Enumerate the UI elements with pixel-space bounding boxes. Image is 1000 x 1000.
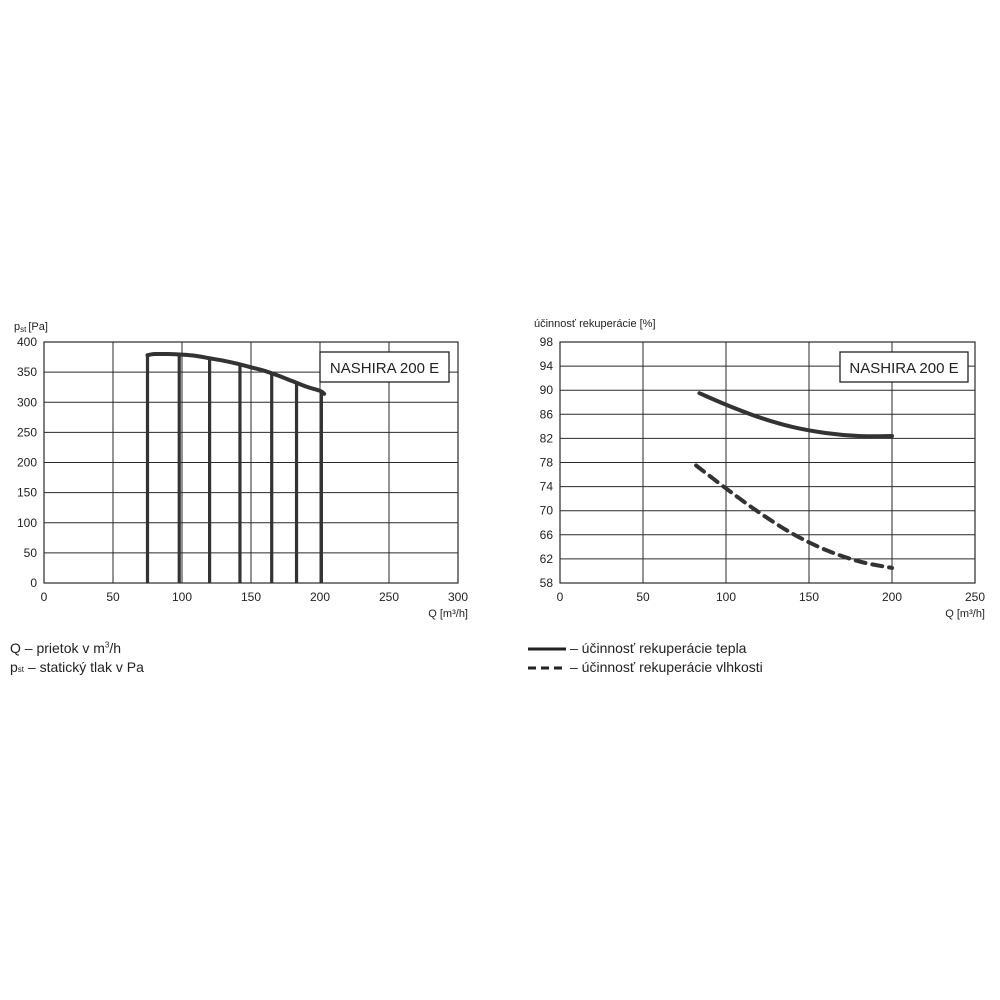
pressure-tick-labels: 0 50 100 150 200 250 300 0 50 100 150 200 250 300 350 4…: [17, 335, 468, 604]
efficiency-y-tick-label: 86: [540, 407, 554, 421]
legend-pressure-text: – statický tlak v Pa: [24, 659, 144, 675]
legend-left: Q – prietok v m3/h pst – statický tlak v…: [10, 639, 144, 679]
pressure-y-tick-label: 0: [30, 576, 37, 590]
efficiency-tick-labels: 0 50 100 150 200 250 58 62 66 70 74 78 82 86 90 94 98: [540, 335, 986, 604]
efficiency-badge-text: NASHIRA 200 E: [849, 360, 958, 377]
pressure-x-tick-label: 250: [379, 590, 399, 604]
pressure-y-tick-label: 300: [17, 395, 37, 409]
efficiency-y-tick-label: 70: [540, 504, 554, 518]
efficiency-x-tick-label: 150: [799, 590, 819, 604]
legend-humidity-recovery: – účinnosť rekuperácie vlhkosti: [570, 659, 763, 675]
pressure-marks: [145, 351, 327, 583]
efficiency-y-tick-label: 58: [540, 576, 554, 590]
pressure-x-axis-label: Q [m³/h]: [428, 608, 468, 620]
efficiency-y-tick-label: 78: [540, 456, 554, 470]
pressure-badge-text: NASHIRA 200 E: [330, 360, 439, 377]
pressure-x-tick-label: 150: [241, 590, 261, 604]
efficiency-y-axis-label: účinnosť rekuperácie [%]: [534, 318, 656, 330]
legend-pressure-definition: pst – statický tlak v Pa: [10, 658, 144, 679]
legend-pressure-symbol: p: [10, 659, 18, 675]
pressure-badge: NASHIRA 200 E: [319, 351, 450, 383]
efficiency-x-tick-label: 200: [882, 590, 902, 604]
efficiency-series-dashed-line: [694, 463, 894, 570]
pressure-x-tick-label: 50: [106, 590, 120, 604]
efficiency-badge-box: [839, 351, 969, 383]
efficiency-y-tick-label: 66: [540, 528, 554, 542]
pressure-x-tick-label: 200: [310, 590, 330, 604]
pressure-plot-frame: [43, 341, 459, 584]
efficiency-chart: 0 50 100 150 200 250 58 62 66 70 74 78 82 86 90 94 98 úč…: [534, 318, 985, 620]
pressure-y-tick-label: 50: [24, 546, 38, 560]
efficiency-x-tick-label: 50: [636, 590, 650, 604]
efficiency-x-axis-label: Q [m³/h]: [945, 608, 985, 620]
efficiency-grid: [559, 341, 976, 584]
pressure-y-tick-label: 350: [17, 365, 37, 379]
efficiency-x-tick-label: 0: [557, 590, 564, 604]
efficiency-plot-frame: [559, 341, 976, 584]
pressure-series-solid-line: [145, 351, 327, 396]
legend-flow-unit: /h: [109, 640, 122, 656]
legend-heat-recovery: – účinnosť rekuperácie tepla: [570, 640, 747, 656]
efficiency-x-tick-label: 100: [716, 590, 736, 604]
pressure-badge-box: [319, 351, 450, 383]
legend-flow-sup: 3: [104, 640, 110, 650]
efficiency-marks: [694, 391, 894, 570]
pressure-y-tick-label: 400: [17, 335, 37, 349]
pressure-x-tick-label: 100: [172, 590, 192, 604]
efficiency-y-tick-label: 94: [540, 359, 554, 373]
legend-flow-text: Q – prietok v m: [10, 640, 105, 656]
efficiency-y-tick-label: 74: [540, 480, 554, 494]
pressure-y-tick-label: 200: [17, 456, 37, 470]
pressure-x-tick-label: 0: [41, 590, 48, 604]
pressure-y-tick-label: 250: [17, 425, 37, 439]
efficiency-y-tick-label: 90: [540, 383, 554, 397]
efficiency-series-solid-line: [697, 391, 894, 439]
efficiency-badge: NASHIRA 200 E: [839, 351, 969, 383]
pressure-y-tick-label: 100: [17, 516, 37, 530]
pressure-x-tick-label: 300: [448, 590, 468, 604]
legend-pressure-sub: st: [17, 665, 25, 674]
pressure-y-axis-label: pst [Pa]: [14, 321, 48, 334]
efficiency-y-tick-label: 62: [540, 552, 554, 566]
pressure-y-tick-label: 150: [17, 486, 37, 500]
efficiency-x-tick-label: 250: [965, 590, 985, 604]
efficiency-y-tick-label: 98: [540, 335, 554, 349]
legend-flow-definition: Q – prietok v m3/h: [10, 639, 144, 658]
legend-right: – účinnosť rekuperácie tepla – účinnosť …: [570, 639, 763, 677]
pressure-chart: 0 50 100 150 200 250 300 0 50 100 150 200 250 300 350 4…: [14, 321, 468, 620]
efficiency-y-tick-label: 82: [540, 431, 554, 445]
